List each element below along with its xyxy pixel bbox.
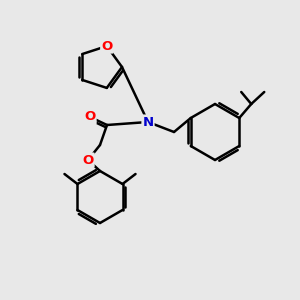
Text: N: N [142,116,154,128]
Text: O: O [101,40,112,52]
Text: O: O [82,154,94,166]
Text: O: O [84,110,96,124]
